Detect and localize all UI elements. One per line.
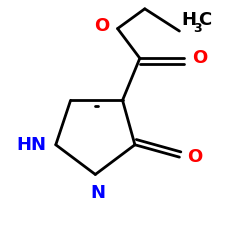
Text: O: O: [192, 49, 207, 67]
Text: C: C: [198, 10, 211, 29]
Text: O: O: [94, 17, 109, 35]
Text: N: N: [90, 184, 105, 202]
Text: 3: 3: [193, 22, 202, 35]
Text: HN: HN: [16, 136, 46, 154]
Text: O: O: [187, 148, 202, 166]
Text: H: H: [182, 10, 197, 29]
